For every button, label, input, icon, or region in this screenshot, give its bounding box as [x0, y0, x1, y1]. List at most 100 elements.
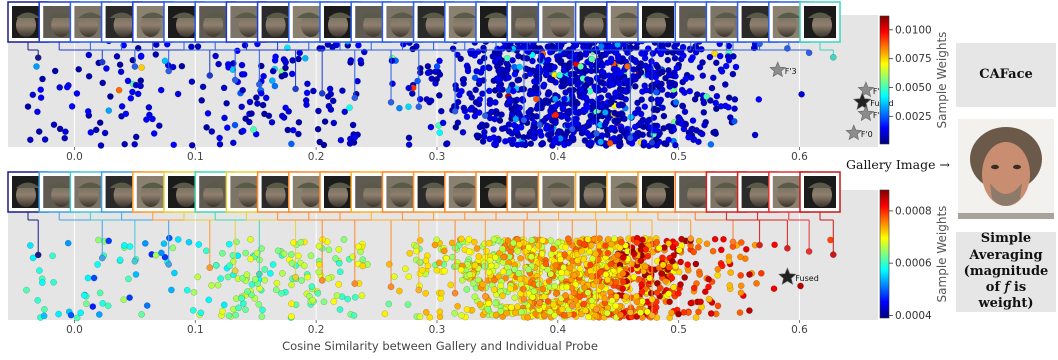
scatter-point [608, 297, 616, 305]
scatter-point [607, 99, 615, 106]
thumbnail-point [387, 283, 395, 291]
scatter-point [576, 265, 584, 273]
scatter-point [481, 263, 488, 270]
scatter-point [73, 90, 81, 97]
scatter-point [665, 136, 672, 144]
scatter-point [633, 298, 641, 306]
scatter-point [284, 44, 291, 52]
thumbnail-point [648, 312, 656, 319]
scatter-point [616, 80, 623, 87]
scatter-point [226, 262, 233, 270]
scatter-point [525, 266, 533, 273]
scatter-point [580, 125, 588, 133]
scatter-point [459, 128, 467, 136]
scatter-point [630, 250, 638, 258]
thumbnail-point [520, 296, 528, 303]
scatter-point [231, 121, 239, 129]
scatter-point [244, 288, 251, 296]
scatter-point [215, 60, 222, 68]
scatter-point [559, 104, 567, 111]
thumbnail-point [481, 112, 489, 120]
scatter-point [676, 115, 684, 123]
scatter-point [335, 259, 343, 267]
colorbar-simple-averaging [879, 189, 890, 319]
scatter-point [202, 247, 210, 255]
scatter-point [624, 49, 631, 57]
scatter-point [639, 88, 646, 95]
scatter-point [668, 274, 676, 282]
scatter-point [671, 81, 678, 89]
scatter-point [585, 313, 592, 321]
scatter-point [618, 238, 625, 246]
thumbnail-point [318, 90, 326, 97]
scatter-point [732, 63, 740, 71]
scatter-point [554, 239, 562, 247]
scatter-point [233, 47, 241, 55]
scatter-point [597, 79, 604, 86]
scatter-point [514, 77, 522, 84]
scatter-point [695, 308, 702, 316]
scatter-point [492, 99, 499, 106]
scatter-point [588, 55, 595, 63]
scatter-point [653, 289, 661, 297]
scatter-point [422, 308, 430, 316]
scatter-point [39, 75, 46, 83]
scatter-point [659, 254, 666, 262]
scatter-point [729, 70, 737, 78]
scatter-point [659, 261, 667, 269]
scatter-point [718, 262, 726, 270]
thumbnail-point [34, 251, 42, 259]
scatter-point [458, 312, 465, 319]
scatter-point [679, 103, 687, 110]
scatter-point [598, 282, 605, 290]
scatter-point [261, 276, 269, 284]
scatter-point [96, 311, 103, 318]
scatter-point [288, 300, 295, 308]
scatter-point [388, 57, 396, 65]
scatter-point [509, 87, 517, 95]
scatter-point [655, 244, 663, 252]
marker-label: Fused [795, 274, 818, 283]
scatter-point [533, 86, 540, 93]
scatter-point [666, 298, 673, 306]
scatter-point [351, 293, 359, 301]
scatter-point [194, 273, 201, 281]
scatter-point [118, 103, 126, 110]
scatter-point [463, 113, 471, 121]
colorbar-tick-label: 0.0050 [895, 82, 932, 94]
scatter-point [131, 140, 138, 148]
scatter-point [441, 267, 448, 275]
scatter-point [622, 96, 630, 103]
scatter-point [116, 61, 124, 68]
scatter-point [314, 125, 322, 133]
scatter-point [515, 270, 522, 277]
scatter-point [695, 243, 702, 251]
scatter-point [612, 93, 620, 100]
scatter-point [684, 261, 692, 268]
scatter-point [692, 314, 700, 321]
thumbnail-point [351, 94, 359, 102]
scatter-point [464, 67, 472, 75]
scatter-point [121, 242, 128, 249]
scatter-point [424, 69, 432, 77]
scatter-point [797, 282, 804, 290]
scatter-point [675, 246, 683, 254]
scatter-point [574, 121, 582, 128]
gallery-image-caption: Gallery Image → [846, 157, 950, 172]
scatter-point [714, 302, 722, 310]
method-label-caface: CAFace [956, 43, 1056, 107]
scatter-point [168, 286, 175, 294]
scatter-point [561, 312, 568, 319]
scatter-point [152, 51, 160, 58]
scatter-point [250, 126, 257, 133]
scatter-point [517, 275, 524, 283]
scatter-point [589, 255, 597, 262]
scatter-point [555, 43, 563, 50]
thumbnail-point [687, 235, 695, 243]
thumbnail-point [98, 58, 106, 66]
scatter-point [34, 108, 41, 116]
scatter-point [247, 255, 254, 263]
scatter-point [725, 257, 733, 265]
scatter-point [217, 275, 224, 282]
scatter-point [638, 288, 646, 296]
